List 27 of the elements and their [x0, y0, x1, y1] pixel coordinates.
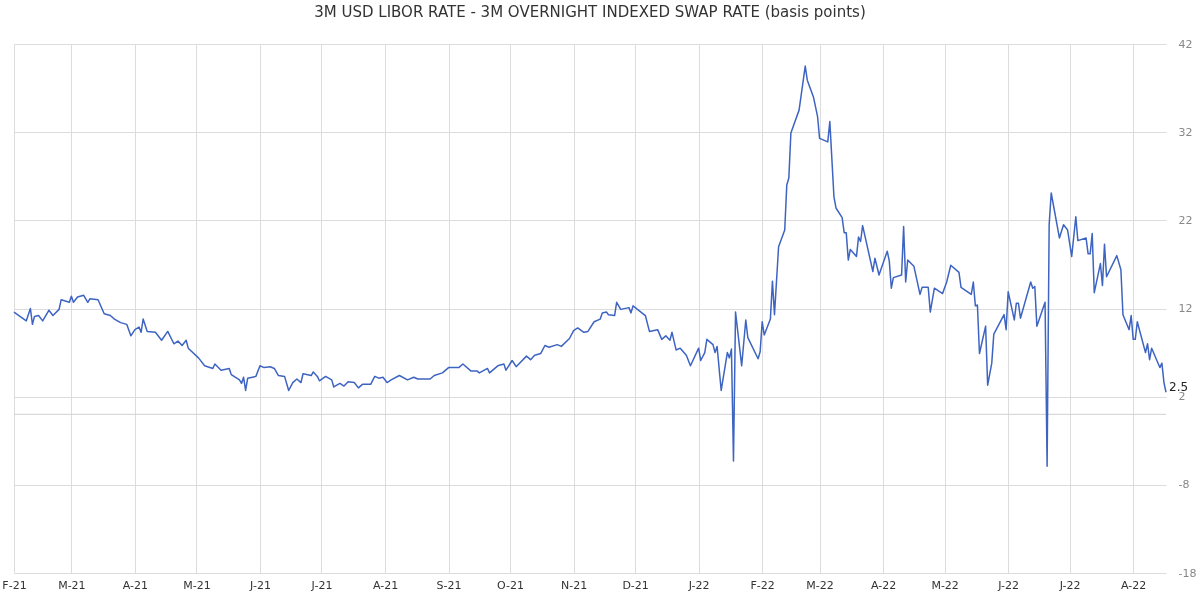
x-tick-label: A-21: [372, 578, 399, 592]
x-tick-label: A-22: [871, 578, 897, 592]
x-tick-label: M-21: [58, 578, 86, 592]
x-tick-label: J-22: [1058, 578, 1081, 592]
x-tick-label: O-21: [497, 578, 525, 592]
y-tick-label: 32: [1178, 125, 1193, 139]
line-series: [13, 65, 1167, 468]
x-tick-label: S-21: [436, 578, 462, 592]
y-tick-label: 12: [1178, 302, 1193, 315]
x-tick-label: M-22: [931, 578, 959, 592]
x-tick-label: A-21: [122, 578, 149, 592]
x-tick-label: M-21: [183, 578, 211, 592]
x-tick-label: J-21: [249, 578, 271, 592]
x-tick-label: J-22: [997, 578, 1020, 592]
x-tick-label: F-22: [750, 578, 775, 592]
x-tick-label: A-22: [1121, 578, 1147, 592]
x-tick-label: F-21: [2, 578, 27, 592]
y-tick-label: 22: [1178, 213, 1193, 227]
x-tick-label: M-22: [806, 578, 834, 592]
y-tick-label: -8: [1178, 478, 1190, 492]
y-tick-label: 42: [1178, 37, 1193, 51]
chart-title: 3M USD LIBOR RATE - 3M OVERNIGHT INDEXED SWAP RATE (basis points): [314, 3, 866, 21]
y-tick-label: -18: [1178, 566, 1197, 580]
x-tick-label: J-22: [687, 578, 710, 592]
x-tick-label: N-21: [561, 578, 588, 592]
x-tick-label: D-21: [622, 578, 649, 592]
x-tick-label: J-21: [310, 578, 333, 592]
